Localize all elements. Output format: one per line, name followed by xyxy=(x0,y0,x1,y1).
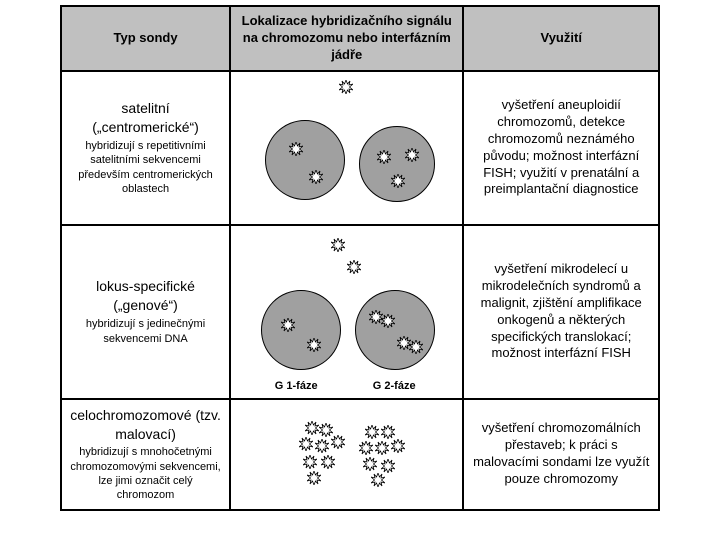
cell-use-painting: vyšetření chromozomálních přestaveb; k p… xyxy=(463,399,659,510)
signal-icon xyxy=(391,439,405,453)
signal-icon xyxy=(331,238,345,252)
nucleus xyxy=(261,290,341,370)
signal-icon xyxy=(307,338,321,352)
signal-icon xyxy=(307,471,321,485)
signal-icon xyxy=(381,314,395,328)
signal-icon xyxy=(381,425,395,439)
nucleus xyxy=(359,126,435,202)
header-localization: Lokalizace hybridizačního signálu na chr… xyxy=(230,6,463,71)
probe-table: Typ sondy Lokalizace hybridizačního sign… xyxy=(60,5,660,511)
locus-diagram: G 1-fáze G 2-fáze xyxy=(247,232,447,392)
probe-sub: hybridizují s repetitivními satelitními … xyxy=(70,139,221,196)
probe-title: satelitní („centromerické“) xyxy=(92,100,199,135)
header-use: Využití xyxy=(463,6,659,71)
g1-label: G 1-fáze xyxy=(275,379,318,393)
probe-title: lokus-specifické („genové“) xyxy=(96,278,195,313)
signal-icon xyxy=(391,174,405,188)
signal-icon xyxy=(377,150,391,164)
signal-icon xyxy=(305,421,319,435)
cell-type-satellite: satelitní („centromerické“) hybridizují … xyxy=(61,71,230,225)
signal-icon xyxy=(303,455,317,469)
signal-icon xyxy=(339,80,353,94)
cell-diagram-painting xyxy=(230,399,463,510)
row-locus: lokus-specifické („genové“) hybridizují … xyxy=(61,225,659,399)
signal-icon xyxy=(405,148,419,162)
signal-icon xyxy=(409,340,423,354)
probe-sub: hybridizují s mnohočetnými chromozomovým… xyxy=(70,445,221,502)
signal-icon xyxy=(375,441,389,455)
signal-icon xyxy=(289,142,303,156)
probe-title: celochromozomové (tzv. malovací) xyxy=(70,407,221,442)
signal-icon xyxy=(299,437,313,451)
signal-icon xyxy=(315,439,329,453)
signal-icon xyxy=(321,455,335,469)
header-type: Typ sondy xyxy=(61,6,230,71)
signal-icon xyxy=(381,459,395,473)
nucleus xyxy=(265,120,345,200)
nucleus xyxy=(355,290,435,370)
row-painting: celochromozomové (tzv. malovací) hybridi… xyxy=(61,399,659,510)
painting-diagram xyxy=(247,419,447,489)
cell-diagram-locus: G 1-fáze G 2-fáze xyxy=(230,225,463,399)
signal-icon xyxy=(331,435,345,449)
signal-icon xyxy=(359,441,373,455)
signal-icon xyxy=(365,425,379,439)
signal-icon xyxy=(281,318,295,332)
satellite-diagram xyxy=(247,78,447,218)
cell-type-locus: lokus-specifické („genové“) hybridizují … xyxy=(61,225,230,399)
signal-icon xyxy=(363,457,377,471)
cell-type-painting: celochromozomové (tzv. malovací) hybridi… xyxy=(61,399,230,510)
signal-icon xyxy=(347,260,361,274)
signal-icon xyxy=(309,170,323,184)
cell-diagram-satellite xyxy=(230,71,463,225)
row-satellite: satelitní („centromerické“) hybridizují … xyxy=(61,71,659,225)
signal-icon xyxy=(371,473,385,487)
header-row: Typ sondy Lokalizace hybridizačního sign… xyxy=(61,6,659,71)
cell-use-locus: vyšetření mikrodelecí u mikrodelečních s… xyxy=(463,225,659,399)
cell-use-satellite: vyšetření aneuploidií chromozomů, detekc… xyxy=(463,71,659,225)
g2-label: G 2-fáze xyxy=(373,379,416,393)
probe-sub: hybridizují s jedinečnými sekvencemi DNA xyxy=(70,317,221,346)
